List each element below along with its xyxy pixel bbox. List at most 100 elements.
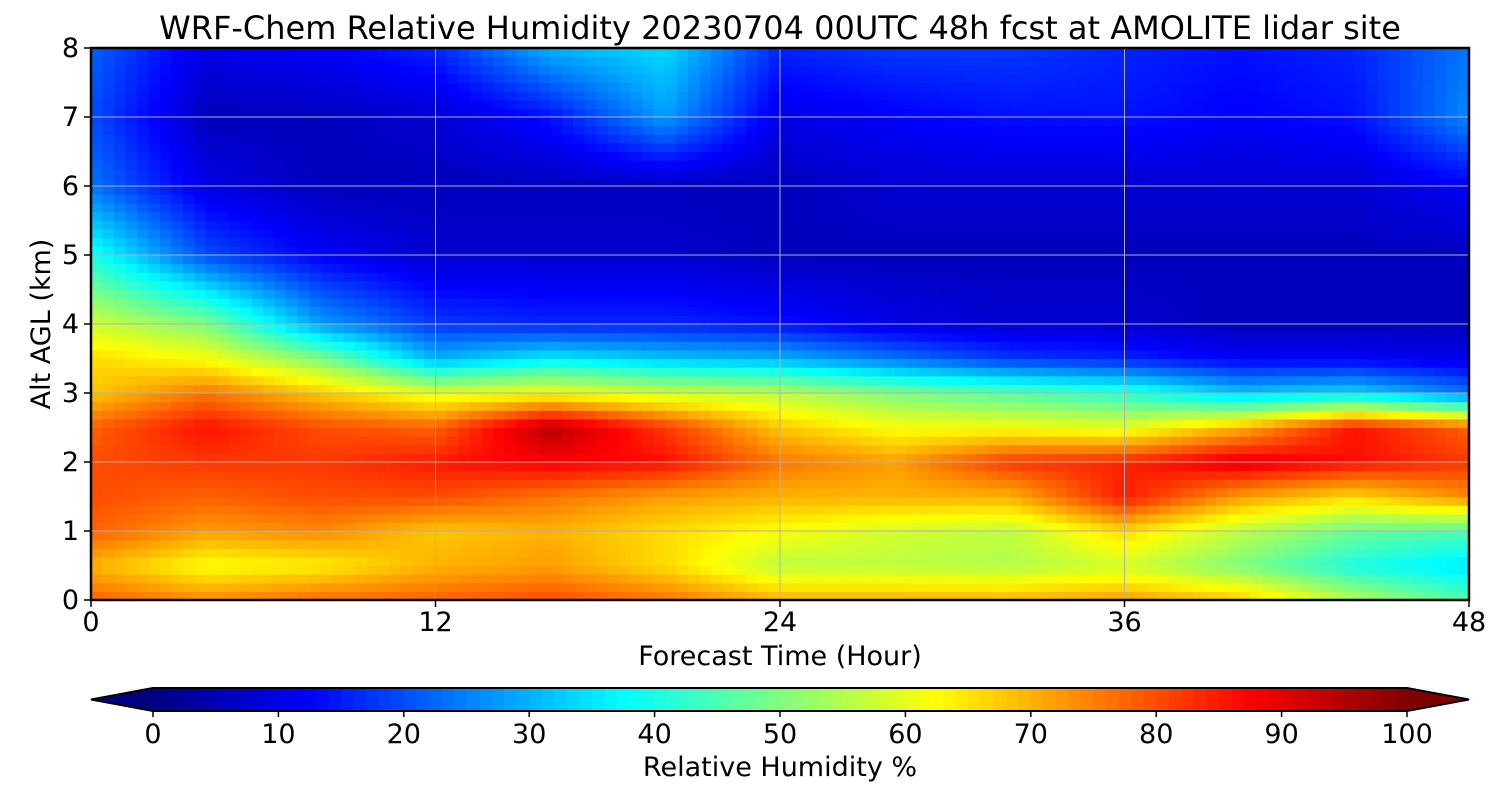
heatmap-cell (251, 358, 264, 368)
heatmap-cell (435, 246, 448, 256)
heatmap-cell (1262, 470, 1275, 480)
heatmap-cell (871, 444, 884, 454)
heatmap-cell (791, 393, 804, 403)
heatmap-cell (274, 384, 287, 394)
heatmap-cell (1009, 289, 1022, 299)
heatmap-cell (791, 306, 804, 316)
heatmap-cell (1193, 436, 1206, 446)
heatmap-cell (458, 375, 471, 385)
heatmap-cell (182, 591, 195, 600)
heatmap-cell (205, 444, 218, 454)
heatmap-cell (182, 556, 195, 567)
heatmap-cell (1147, 341, 1160, 351)
heatmap-cell (561, 453, 574, 463)
heatmap-cell (1285, 341, 1298, 351)
heatmap-cell (320, 255, 333, 265)
heatmap-cell (596, 574, 609, 584)
heatmap-cell (481, 470, 494, 480)
heatmap-cell (1216, 418, 1229, 429)
heatmap-cell (871, 272, 884, 282)
heatmap-cell (286, 453, 299, 463)
heatmap-cell (469, 574, 483, 584)
heatmap-cell (653, 574, 666, 584)
heatmap-cell (1388, 410, 1401, 420)
heatmap-cell (1377, 548, 1390, 558)
heatmap-cell (768, 582, 781, 592)
heatmap-cell (1101, 444, 1114, 454)
heatmap-cell (102, 436, 115, 446)
heatmap-cell (722, 324, 735, 334)
heatmap-cell (642, 401, 655, 411)
heatmap-cell (757, 410, 770, 420)
heatmap-cell (1170, 289, 1183, 299)
heatmap-cell (676, 436, 689, 446)
heatmap-cell (986, 436, 999, 446)
heatmap-cell (1227, 462, 1240, 472)
heatmap-cell (1411, 427, 1424, 437)
heatmap-cell (1423, 280, 1436, 291)
heatmap-cell (573, 470, 586, 480)
heatmap-cell (91, 298, 104, 308)
heatmap-cell (343, 246, 356, 256)
heatmap-cell (745, 306, 758, 316)
heatmap-cell (332, 453, 345, 463)
heatmap-cell (1446, 479, 1459, 489)
heatmap-cell (963, 384, 976, 394)
heatmap-cell (757, 298, 770, 308)
heatmap-cell (573, 246, 586, 256)
heatmap-cell (688, 272, 701, 282)
heatmap-cell (1285, 496, 1298, 506)
heatmap-cell (1377, 531, 1390, 541)
heatmap-cell (596, 289, 609, 299)
heatmap-cell (584, 582, 597, 592)
heatmap-cell (1411, 315, 1424, 325)
heatmap-cell (251, 349, 264, 360)
heatmap-cell (1181, 349, 1194, 360)
heatmap-cell (469, 393, 483, 403)
heatmap-cell (1377, 565, 1390, 575)
heatmap-cell (699, 574, 712, 584)
heatmap-cell (665, 531, 678, 541)
heatmap-cell (504, 556, 517, 567)
heatmap-cell (205, 272, 218, 282)
heatmap-cell (1170, 427, 1183, 437)
heatmap-cell (91, 332, 104, 342)
heatmap-cell (1204, 462, 1217, 472)
heatmap-cell (401, 272, 414, 282)
heatmap-cell (240, 255, 253, 265)
heatmap-cell (1032, 375, 1045, 385)
heatmap-cell (1090, 539, 1103, 549)
heatmap-cell (435, 522, 448, 532)
heatmap-cell (136, 574, 150, 584)
heatmap-cell (182, 237, 195, 247)
heatmap-cell (550, 582, 563, 592)
heatmap-cell (917, 418, 930, 429)
heatmap-cell (1032, 582, 1045, 592)
heatmap-cell (1009, 367, 1022, 377)
heatmap-cell (676, 280, 689, 291)
heatmap-cell (366, 427, 379, 437)
heatmap-cell (757, 453, 770, 463)
heatmap-cell (883, 479, 896, 489)
heatmap-cell (515, 565, 528, 575)
heatmap-cell (228, 358, 241, 368)
heatmap-cell (389, 591, 402, 600)
heatmap-cell (952, 410, 965, 420)
heatmap-cell (332, 246, 345, 256)
heatmap-cell (492, 255, 505, 265)
heatmap-cell (228, 418, 241, 429)
heatmap-cell (814, 272, 827, 282)
heatmap-cell (1239, 479, 1252, 489)
heatmap-cell (1446, 306, 1459, 316)
heatmap-cell (1067, 289, 1080, 299)
heatmap-cell (860, 436, 873, 446)
heatmap-cell (584, 556, 597, 567)
heatmap-cell (1227, 349, 1240, 360)
heatmap-cell (596, 246, 609, 256)
heatmap-cell (1055, 341, 1068, 351)
heatmap-cell (91, 505, 104, 515)
heatmap-cell (332, 358, 345, 368)
heatmap-cell (515, 470, 528, 480)
heatmap-cell (963, 591, 976, 600)
heatmap-cell (1239, 393, 1252, 403)
